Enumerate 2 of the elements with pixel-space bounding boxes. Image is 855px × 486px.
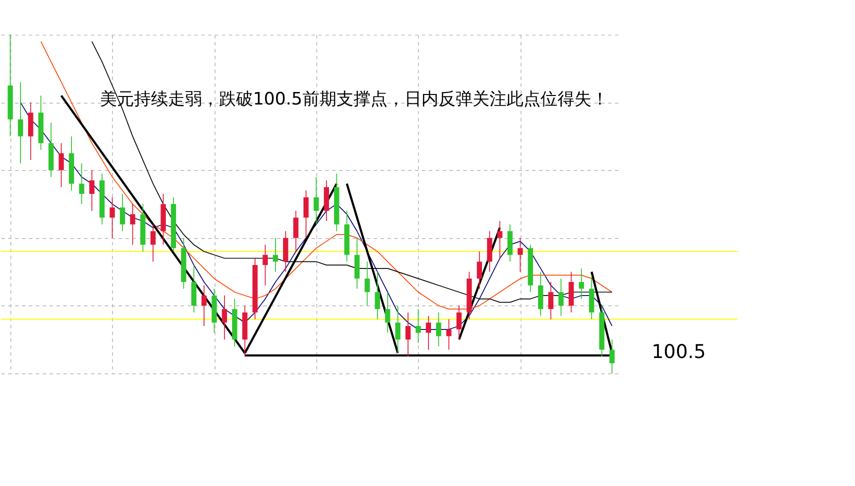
annotation: 美元持续走弱，跌破100.5前期支撑点，日内反弹关注此点位得失！ xyxy=(100,90,608,110)
text: 100.5 xyxy=(652,340,706,363)
